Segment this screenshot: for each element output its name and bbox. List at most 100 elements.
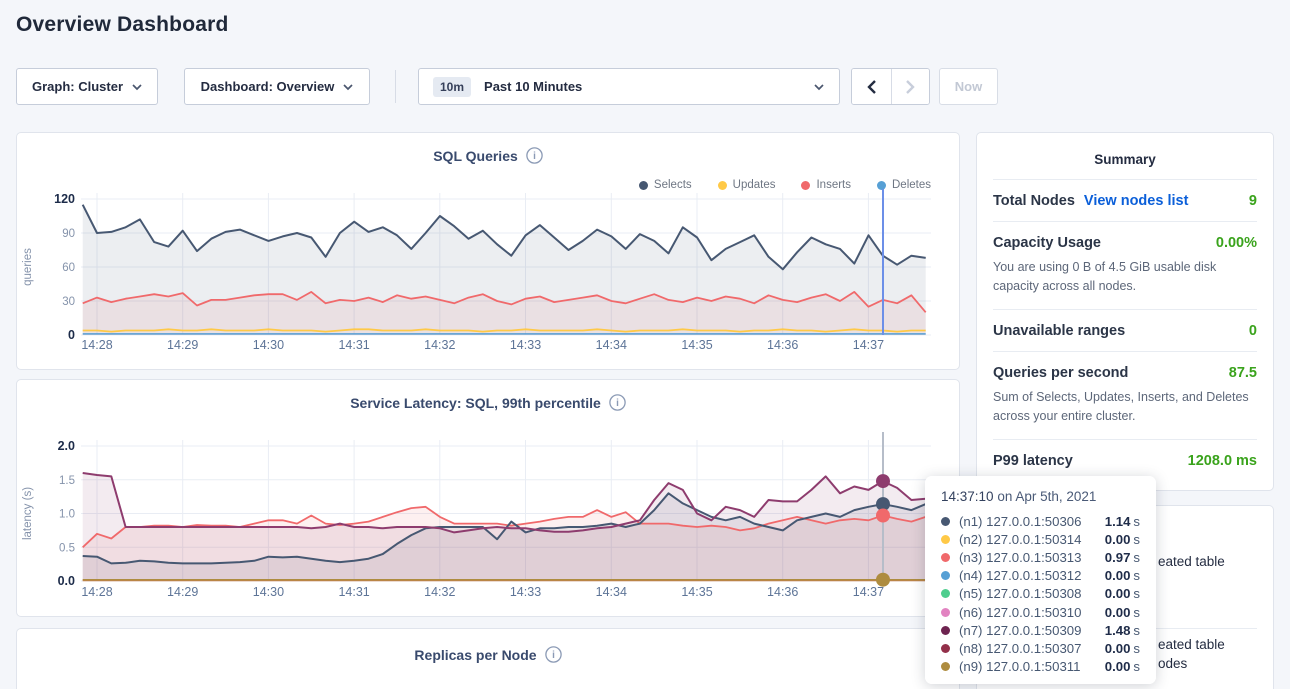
time-range-dropdown[interactable]: 10m Past 10 Minutes <box>418 68 840 105</box>
svg-text:30: 30 <box>62 296 75 308</box>
tooltip-row: (n3) 127.0.0.1:50313 0.97 s <box>941 548 1140 566</box>
svg-text:0.0: 0.0 <box>58 574 75 588</box>
svg-text:60: 60 <box>62 262 75 274</box>
svg-text:14:37: 14:37 <box>853 585 884 599</box>
chevron-down-icon <box>343 83 353 90</box>
summary-panel: Summary Total Nodes View nodes list 9 Ca… <box>976 132 1274 491</box>
now-button[interactable]: Now <box>939 68 998 105</box>
svg-text:14:32: 14:32 <box>424 585 455 599</box>
sql-queries-chart[interactable]: 14:28 14:29 14:30 14:31 14:32 14:33 14:34 14:35… <box>17 189 961 363</box>
node-color-dot <box>941 643 950 653</box>
node-color-dot <box>941 607 950 617</box>
chevron-down-icon <box>814 83 824 90</box>
qps-desc: Sum of Selects, Updates, Inserts, and De… <box>993 389 1249 424</box>
svg-text:1.0: 1.0 <box>59 509 75 521</box>
svg-text:14:28: 14:28 <box>81 338 112 352</box>
graph-dropdown[interactable]: Graph: Cluster <box>16 68 158 105</box>
event-item-fragment: eated table <box>1158 554 1225 569</box>
svg-text:14:29: 14:29 <box>167 585 198 599</box>
chart-legend: Selects Updates Inserts Deletes <box>638 179 931 191</box>
sql-queries-title: SQL Queries <box>433 147 518 164</box>
total-nodes-label: Total Nodes <box>993 193 1075 209</box>
selects-color-dot <box>638 180 648 190</box>
summary-row-p99: P99 latency 1208.0 ms <box>993 438 1257 481</box>
unavailable-ranges-value: 0 <box>1248 322 1257 339</box>
chevron-down-icon <box>132 83 142 90</box>
time-prev-button[interactable] <box>852 69 891 104</box>
node-color-dot <box>941 571 950 581</box>
capacity-usage-label: Capacity Usage <box>993 235 1101 251</box>
node-color-dot <box>941 589 950 599</box>
node-latency-value: 0.00 s <box>1104 586 1140 602</box>
node-color-dot <box>941 662 950 672</box>
p99-latency-label: P99 latency <box>993 452 1073 469</box>
node-color-dot <box>941 552 950 562</box>
info-icon[interactable]: i <box>526 147 543 164</box>
legend-item-deletes[interactable]: Deletes <box>877 179 931 191</box>
svg-text:queries: queries <box>22 248 34 286</box>
svg-text:14:34: 14:34 <box>596 585 627 599</box>
legend-item-updates[interactable]: Updates <box>717 179 775 191</box>
node-address: (n8) 127.0.0.1:50307 <box>959 640 1082 656</box>
legend-item-inserts[interactable]: Inserts <box>801 179 851 191</box>
node-address: (n1) 127.0.0.1:50306 <box>959 513 1082 529</box>
node-latency-value: 1.48 s <box>1104 622 1140 638</box>
legend-label: Deletes <box>892 179 931 191</box>
tooltip-date: on Apr 5th, 2021 <box>993 489 1097 504</box>
svg-text:14:31: 14:31 <box>338 338 369 352</box>
svg-text:latency (s): latency (s) <box>22 487 34 540</box>
node-color-dot <box>941 625 950 635</box>
tooltip-row: (n1) 127.0.0.1:50306 1.14 s <box>941 512 1140 530</box>
node-latency-value: 1.14 s <box>1104 513 1140 529</box>
node-address: (n2) 127.0.0.1:50314 <box>959 531 1082 547</box>
svg-text:14:37: 14:37 <box>853 338 884 352</box>
qps-label: Queries per second <box>993 364 1129 381</box>
svg-text:2.0: 2.0 <box>58 439 75 453</box>
summary-row-capacity: Capacity Usage 0.00% You are using 0 B o… <box>993 221 1257 309</box>
node-color-dot <box>941 516 950 526</box>
svg-text:14:32: 14:32 <box>424 338 455 352</box>
time-next-button[interactable] <box>890 69 929 104</box>
legend-label: Selects <box>653 179 692 191</box>
tooltip-row: (n5) 127.0.0.1:50308 0.00 s <box>941 585 1140 603</box>
svg-text:14:33: 14:33 <box>510 585 541 599</box>
deletes-color-dot <box>877 180 886 190</box>
legend-item-selects[interactable]: Selects <box>638 179 692 191</box>
graph-dropdown-label: Graph: Cluster <box>31 79 123 94</box>
node-latency-value: 0.00 s <box>1104 659 1140 675</box>
node-address: (n5) 127.0.0.1:50308 <box>959 586 1082 602</box>
node-address: (n7) 127.0.0.1:50309 <box>959 622 1082 638</box>
time-range-label: Past 10 Minutes <box>484 79 583 94</box>
svg-text:i: i <box>616 398 619 409</box>
summary-row-total-nodes: Total Nodes View nodes list 9 <box>993 179 1257 221</box>
dashboard-dropdown[interactable]: Dashboard: Overview <box>184 68 370 105</box>
node-latency-value: 0.97 s <box>1104 549 1140 565</box>
tooltip-rows: (n1) 127.0.0.1:50306 1.14 s (n2) 127.0.0.1:… <box>941 512 1140 676</box>
node-address: (n9) 127.0.0.1:50311 <box>959 659 1081 675</box>
capacity-usage-desc: You are using 0 B of 4.5 GiB usable disk… <box>993 260 1217 294</box>
view-nodes-list-link[interactable]: View nodes list <box>1083 193 1189 209</box>
p99-latency-value: 1208.0 ms <box>1187 452 1257 469</box>
page-title: Overview Dashboard <box>16 13 229 36</box>
tooltip-row: (n7) 127.0.0.1:50309 1.48 s <box>941 621 1140 639</box>
svg-text:14:29: 14:29 <box>167 338 198 352</box>
info-icon[interactable]: i <box>544 646 562 663</box>
updates-color-dot <box>717 180 727 190</box>
service-latency-chart[interactable]: 14:28 14:29 14:30 14:31 14:32 14:33 14:34 14:35… <box>17 432 961 610</box>
service-latency-title: Service Latency: SQL, 99th percentile <box>350 394 601 411</box>
tooltip-time: 14:37:10 <box>941 489 994 504</box>
node-latency-value: 0.00 s <box>1104 568 1140 584</box>
svg-text:120: 120 <box>54 192 75 206</box>
svg-text:14:31: 14:31 <box>338 585 369 599</box>
node-address: (n3) 127.0.0.1:50313 <box>959 549 1082 565</box>
time-pager <box>851 68 930 105</box>
tooltip-row: (n8) 127.0.0.1:50307 0.00 s <box>941 639 1140 657</box>
tooltip-row: (n2) 127.0.0.1:50314 0.00 s <box>941 530 1140 548</box>
sql-queries-panel: SQL Queries i Selects Updates Inserts De… <box>16 132 960 370</box>
svg-text:i: i <box>533 151 536 162</box>
inserts-color-dot <box>801 180 811 190</box>
tooltip-timestamp: 14:37:10 on Apr 5th, 2021 <box>941 489 1140 504</box>
summary-row-qps: Queries per second 87.5 Sum of Selects, … <box>993 350 1257 439</box>
svg-text:14:30: 14:30 <box>253 338 284 352</box>
info-icon[interactable]: i <box>609 394 626 411</box>
